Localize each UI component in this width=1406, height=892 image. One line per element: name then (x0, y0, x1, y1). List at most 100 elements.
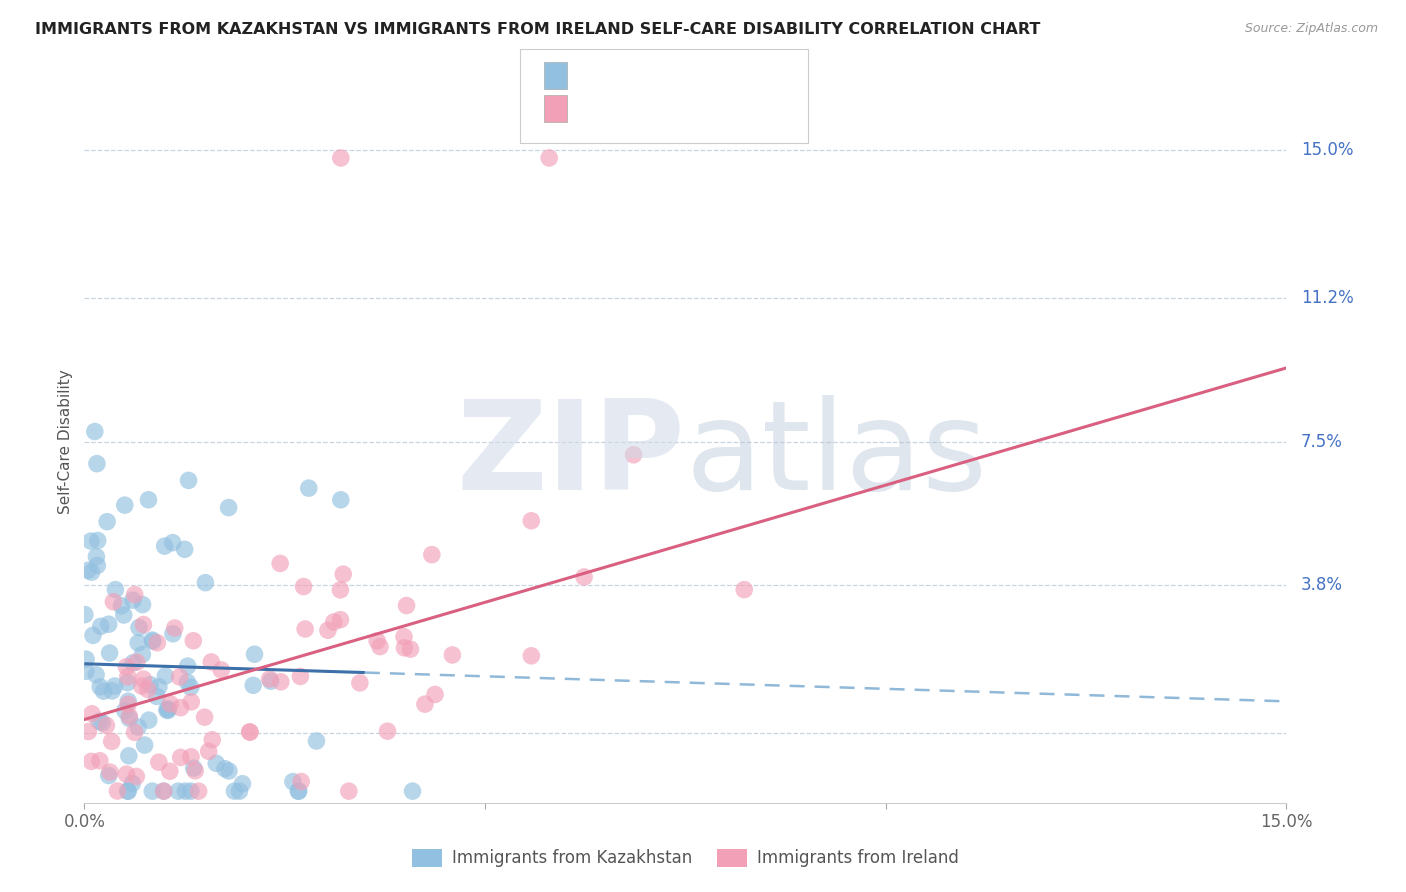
Point (538, 151, 561, 165)
Point (292, 580, 315, 594)
Point (138, 713, 160, 727)
Text: 75: 75 (702, 100, 727, 118)
Point (194, 575, 217, 590)
Point (117, 698, 139, 712)
Legend: Immigrants from Kazakhstan, Immigrants from Ireland: Immigrants from Kazakhstan, Immigrants f… (405, 842, 966, 874)
Text: 3.8%: 3.8% (1301, 576, 1343, 594)
Point (80, 706, 103, 721)
Point (231, 777, 253, 791)
Point (76, 563, 98, 577)
Text: R =: R = (578, 100, 617, 118)
Point (157, 702, 180, 716)
Point (80, 565, 103, 579)
Point (337, 784, 360, 798)
Text: 87: 87 (702, 67, 727, 85)
Point (163, 621, 186, 635)
Point (146, 636, 169, 650)
Point (104, 582, 127, 597)
Point (169, 700, 191, 714)
Point (115, 660, 138, 674)
Text: 7.5%: 7.5% (1301, 433, 1343, 450)
Point (423, 688, 446, 702)
Point (218, 500, 240, 515)
Point (89, 680, 111, 694)
Point (259, 672, 281, 686)
Text: 15.0%: 15.0% (1301, 141, 1354, 159)
Point (127, 636, 149, 650)
Point (152, 784, 174, 798)
Text: IMMIGRANTS FROM KAZAKHSTAN VS IMMIGRANTS FROM IRELAND SELF-CARE DISABILITY CORRE: IMMIGRANTS FROM KAZAKHSTAN VS IMMIGRANTS… (35, 22, 1040, 37)
Point (117, 694, 139, 708)
Point (201, 732, 224, 747)
Point (294, 622, 316, 636)
Point (132, 672, 155, 686)
Text: 0.384: 0.384 (609, 100, 672, 118)
Point (316, 624, 339, 638)
Point (124, 725, 146, 739)
Point (90, 619, 112, 633)
Point (117, 784, 139, 798)
Point (200, 655, 222, 669)
Text: R =: R = (578, 67, 617, 85)
Point (176, 659, 198, 673)
Point (98, 646, 121, 660)
Text: ZIP: ZIP (457, 395, 686, 516)
Point (107, 784, 129, 798)
Point (243, 647, 266, 661)
Point (180, 680, 202, 694)
Point (115, 767, 138, 781)
Text: N =: N = (673, 100, 713, 118)
Point (75, 665, 97, 679)
Point (173, 542, 195, 557)
Point (183, 633, 205, 648)
Point (96, 515, 118, 529)
Point (80, 755, 103, 769)
Point (83, 425, 105, 439)
Point (124, 588, 146, 602)
Point (159, 697, 181, 711)
Point (136, 682, 159, 697)
Point (420, 548, 443, 562)
Point (122, 593, 145, 607)
Point (349, 676, 371, 690)
Point (125, 769, 148, 783)
Point (290, 669, 312, 683)
Point (184, 764, 207, 778)
Point (121, 776, 143, 790)
Point (131, 679, 153, 693)
Point (329, 492, 352, 507)
Point (413, 697, 436, 711)
Point (86, 533, 108, 548)
Point (118, 711, 141, 725)
Point (392, 630, 415, 644)
Point (73, 607, 96, 622)
Point (141, 784, 163, 798)
Point (100, 734, 122, 748)
Point (152, 784, 174, 798)
Point (183, 761, 205, 775)
Point (134, 738, 156, 752)
Point (269, 557, 291, 571)
Point (117, 675, 139, 690)
Point (96, 718, 118, 732)
Point (329, 151, 352, 165)
Point (112, 607, 135, 622)
Point (156, 703, 179, 717)
Text: Source: ZipAtlas.com: Source: ZipAtlas.com (1244, 22, 1378, 36)
Point (394, 640, 416, 655)
Point (177, 474, 200, 488)
Point (205, 756, 228, 771)
Point (329, 582, 352, 597)
Point (162, 627, 184, 641)
Point (139, 678, 162, 692)
Point (197, 744, 219, 758)
Point (298, 481, 321, 495)
Text: 11.2%: 11.2% (1301, 289, 1354, 307)
Point (287, 784, 309, 798)
Point (89, 754, 111, 768)
Point (167, 784, 190, 798)
Point (117, 784, 139, 798)
Point (82, 628, 104, 642)
Point (305, 734, 328, 748)
Point (97, 617, 120, 632)
